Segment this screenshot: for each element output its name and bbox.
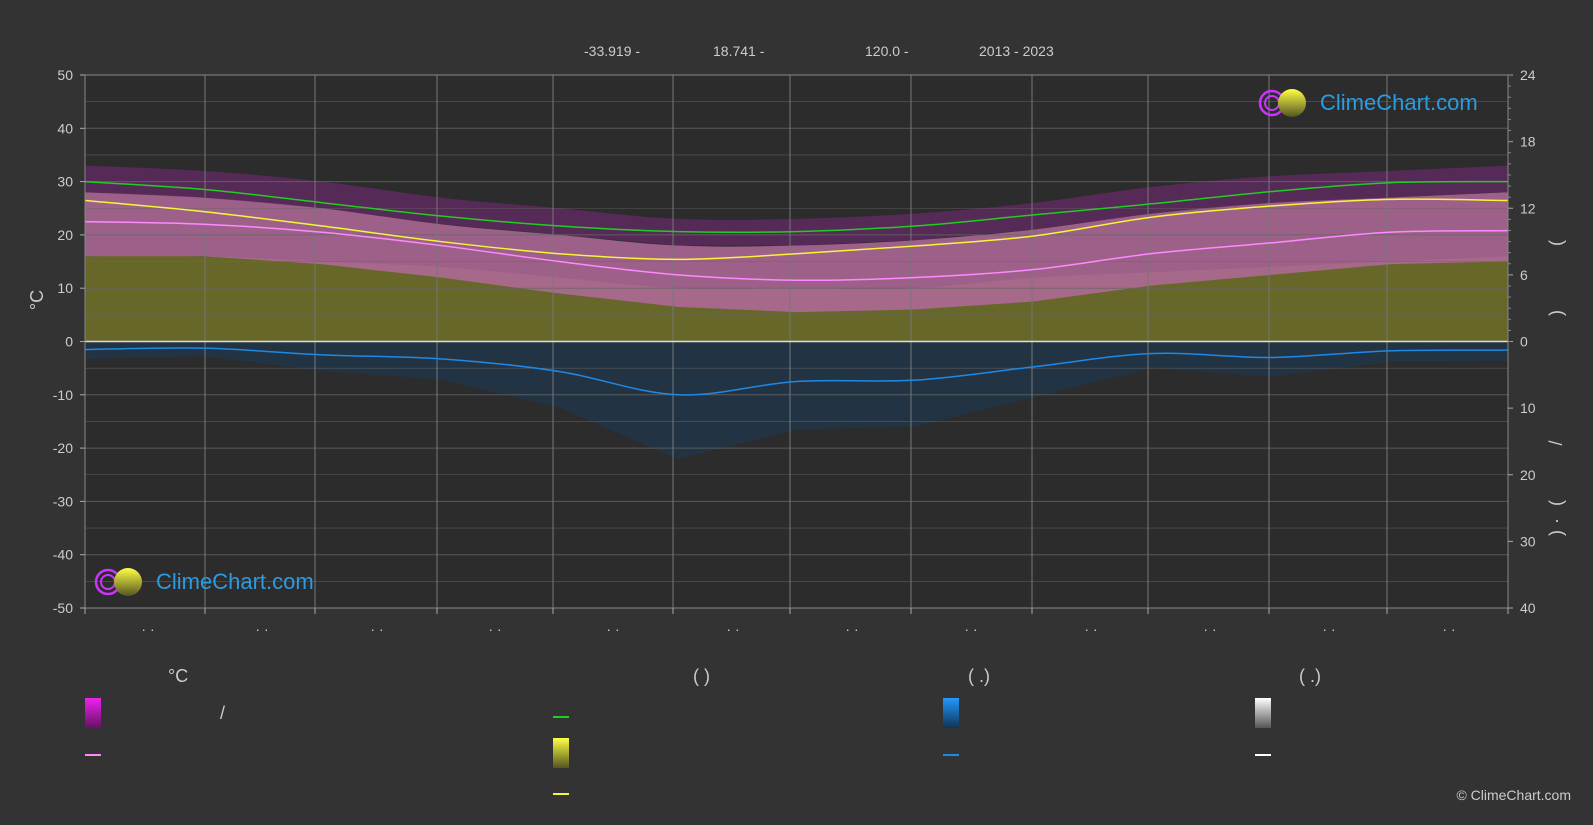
- legend-sunshine-line: [553, 793, 569, 795]
- header-elevation: 120.0 -: [865, 43, 909, 59]
- legend-daylight-line: [553, 716, 569, 718]
- right-axis-mark: ·: [1546, 518, 1566, 524]
- month-label: · ·: [606, 621, 619, 637]
- logo-icon: [1258, 89, 1306, 117]
- precipitation-area: [85, 341, 1508, 459]
- month-label: · ·: [845, 621, 858, 637]
- logo-text: ClimeChart.com: [156, 569, 314, 594]
- month-label: · ·: [1203, 621, 1216, 637]
- temperature-max-haze: [85, 165, 1508, 246]
- left-tick-label: -30: [53, 493, 73, 509]
- grid-lines: [85, 74, 1508, 609]
- legend-snow-title: ( .): [1299, 666, 1321, 686]
- month-label: · ·: [370, 621, 383, 637]
- right-axis-mark: /: [1546, 440, 1566, 445]
- logo-bottom: ClimeChart.com: [94, 566, 314, 598]
- daylight-line: [84, 180, 1509, 234]
- legend-precip-swatch: [943, 698, 959, 728]
- left-tick-label: -40: [53, 547, 73, 563]
- left-tick-label: -50: [53, 600, 73, 616]
- left-tick-label: 40: [57, 120, 73, 136]
- left-tick-label: 50: [57, 67, 73, 83]
- left-axis-unit: °C: [27, 290, 47, 310]
- left-tick-label: 20: [57, 227, 73, 243]
- month-label: · ·: [1084, 621, 1097, 637]
- max-temp-mean-line: [84, 220, 1509, 282]
- right-tick-label: 24: [1520, 67, 1536, 83]
- legend-temp-range-swatch: [85, 698, 101, 728]
- left-tick-label: 0: [65, 334, 73, 350]
- left-tick-label: -10: [53, 387, 73, 403]
- sunshine-line: [84, 198, 1509, 261]
- right-tick-label: 40: [1520, 600, 1536, 616]
- logo-icon: [94, 568, 142, 596]
- logo-top: ClimeChart.com: [1258, 87, 1478, 119]
- legend-snow-line: [1255, 754, 1271, 756]
- right-axis-mark: ): [1546, 530, 1566, 536]
- legend-sunshine-title: ( ): [693, 666, 710, 686]
- right-tick-label: 0: [1520, 334, 1528, 350]
- month-label: · ·: [488, 621, 501, 637]
- logo-text: ClimeChart.com: [1320, 90, 1478, 115]
- right-tick-label: 12: [1520, 200, 1536, 216]
- legend-precip-line: [943, 754, 959, 756]
- legend-snow-swatch: [1255, 698, 1271, 728]
- temperature-range-area: [85, 192, 1508, 313]
- header-longitude: 18.741 -: [713, 43, 765, 59]
- series-lines: [84, 180, 1509, 396]
- legend-max-temp-line: [85, 754, 101, 756]
- right-axis-mark: ): [1546, 310, 1566, 316]
- month-label: · ·: [726, 621, 739, 637]
- right-tick-label: 6: [1520, 267, 1528, 283]
- right-tick-label: 30: [1520, 533, 1536, 549]
- month-label: · ·: [1322, 621, 1335, 637]
- legend-precip-title: ( .): [968, 666, 990, 686]
- header-latitude: -33.919 -: [584, 43, 641, 59]
- right-tick-label: 10: [1520, 400, 1536, 416]
- right-axis-mark: (: [1546, 500, 1566, 506]
- left-tick-label: -20: [53, 440, 73, 456]
- right-tick-label: 18: [1520, 134, 1536, 150]
- left-tick-label: 30: [57, 174, 73, 190]
- header-years: 2013 - 2023: [979, 43, 1054, 59]
- month-label: · ·: [255, 621, 268, 637]
- month-label: · ·: [141, 621, 154, 637]
- legend-temperature-title: °C: [168, 666, 189, 686]
- precipitation-line: [84, 347, 1509, 396]
- right-tick-label: 20: [1520, 467, 1536, 483]
- month-label: · ·: [1442, 621, 1455, 637]
- month-label: · ·: [964, 621, 977, 637]
- legend-sunshine-swatch: [553, 738, 569, 768]
- right-axis-mark: (: [1546, 240, 1566, 246]
- copyright: © ClimeChart.com: [1456, 787, 1571, 803]
- left-tick-label: 10: [57, 280, 73, 296]
- legend-slash: /: [220, 703, 226, 723]
- axes: 50 40 30 20 10 0 -10 -20 -30 -40 -50 24 18 12 6 0 10 20 30…: [27, 67, 1566, 637]
